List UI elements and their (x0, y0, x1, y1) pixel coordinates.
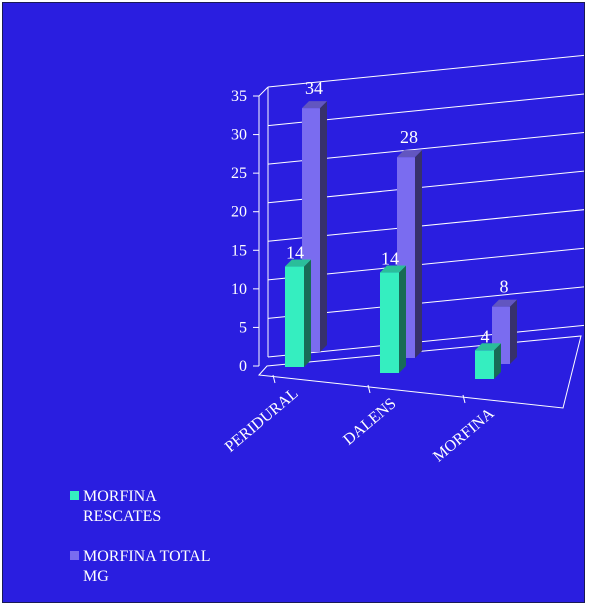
legend-item-total-mg: MORFINA TOTAL MG (70, 547, 213, 587)
y-tick-label: 15 (231, 242, 247, 259)
y-axis-top (259, 87, 268, 96)
y-tick-label: 0 (239, 358, 247, 375)
bar-total-mg-side (510, 300, 517, 364)
bar-total-mg-side (415, 150, 422, 358)
legend-swatch-rescates (70, 491, 79, 500)
y-tick-label: 30 (231, 127, 247, 144)
y-tick-label: 25 (231, 165, 247, 182)
x-tick (463, 395, 465, 403)
data-label-rescates: 14 (381, 249, 399, 269)
bar-rescates-side (399, 266, 406, 373)
bar-rescates-front (380, 273, 399, 373)
bar-rescates-front (475, 350, 494, 379)
data-label-rescates: 4 (481, 326, 490, 346)
y-tick-label: 10 (231, 281, 247, 298)
legend-swatch-total-mg (70, 551, 79, 560)
data-label-total-mg: 28 (400, 127, 418, 147)
bar-rescates-front (285, 267, 304, 367)
data-label-total-mg: 34 (305, 78, 323, 98)
x-tick (368, 385, 370, 393)
x-category-label: PERIDURAL (222, 385, 302, 456)
legend-item-rescates: MORFINA RESCATES (70, 487, 213, 527)
data-label-total-mg: 8 (500, 277, 509, 297)
bar-total-mg-side (320, 101, 327, 352)
legend-label-rescates: MORFINA RESCATES (83, 487, 213, 527)
y-tick-label: 35 (231, 88, 247, 105)
bar-rescates-side (304, 260, 311, 367)
data-label-rescates: 14 (286, 243, 304, 263)
y-tick-label: 5 (239, 319, 247, 336)
x-category-label: MORFINA (430, 405, 498, 466)
legend-label-total-mg: MORFINA TOTAL MG (83, 547, 213, 587)
x-category-label: DALENS (340, 395, 399, 449)
y-tick-label: 20 (231, 204, 247, 221)
